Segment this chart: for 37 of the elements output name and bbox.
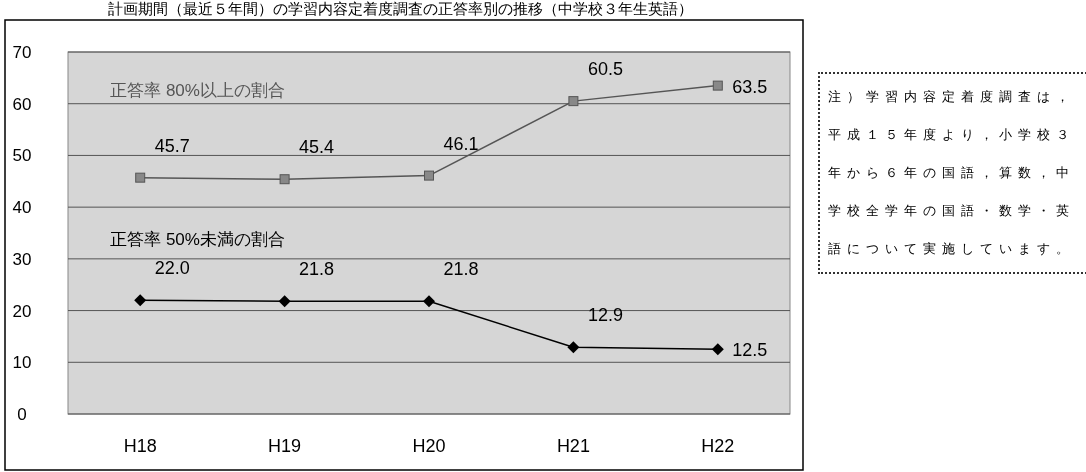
data-label: 60.5 <box>587 59 623 80</box>
data-label: 22.0 <box>154 258 190 279</box>
text: 正答率 80%以上の割合 <box>110 80 285 100</box>
data-label: 45.4 <box>299 137 335 158</box>
point <box>568 96 579 107</box>
point <box>424 170 434 181</box>
data-label: 12.5 <box>732 340 768 361</box>
point <box>567 341 580 354</box>
point <box>279 174 290 185</box>
data-label: 21.8 <box>299 259 335 280</box>
x-tick-label: H19 <box>268 436 302 456</box>
y-tick-label: 30 <box>12 249 32 269</box>
x-tick-label: H22 <box>701 436 735 456</box>
text: 正答率 50%未満の割合 <box>110 230 285 250</box>
y-tick-label: 60 <box>12 94 32 114</box>
data-label: 63.5 <box>732 76 768 97</box>
x-tick-label: H21 <box>556 436 590 456</box>
data-label: 12.9 <box>587 305 623 326</box>
y-tick-label: 50 <box>12 146 32 166</box>
data-label: 46.1 <box>443 133 479 154</box>
text: 注）学習内容定着度調査は，平成１５年度より，小学校３年から６年の国語，算数，中学校全学年の国語・数学・英語について実施しています。 <box>828 89 1075 256</box>
y-tick-label: 70 <box>12 43 32 62</box>
point <box>423 295 435 308</box>
point <box>278 295 291 308</box>
y-tick-label: 0 <box>17 405 27 424</box>
x-tick-label: H18 <box>123 436 157 456</box>
y-tick-label: 20 <box>12 301 32 321</box>
x-tick-label: H20 <box>412 436 446 456</box>
chart-title: 計画期間（最近５年間）の学習内容定着度調査の正答率別の推移（中学校３年生英語） <box>107 0 693 17</box>
point <box>712 80 723 91</box>
point <box>134 294 147 307</box>
y-tick-label: 10 <box>12 353 32 373</box>
point <box>711 343 724 356</box>
data-label: 45.7 <box>154 135 190 156</box>
data-label: 21.8 <box>443 259 479 280</box>
y-tick-label: 40 <box>12 198 32 218</box>
point <box>135 172 146 183</box>
